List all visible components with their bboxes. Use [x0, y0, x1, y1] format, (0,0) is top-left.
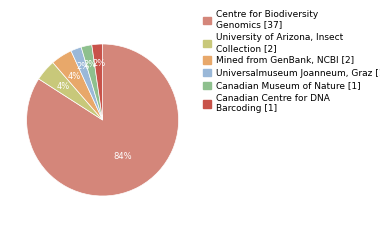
Text: 2%: 2% [92, 59, 105, 68]
Legend: Centre for Biodiversity
Genomics [37], University of Arizona, Insect
Collection : Centre for Biodiversity Genomics [37], U… [202, 9, 380, 114]
Wedge shape [27, 44, 179, 196]
Wedge shape [92, 44, 103, 120]
Text: 2%: 2% [84, 60, 97, 69]
Text: 84%: 84% [113, 152, 132, 161]
Wedge shape [71, 47, 103, 120]
Wedge shape [39, 63, 103, 120]
Text: 4%: 4% [57, 82, 70, 91]
Wedge shape [53, 51, 103, 120]
Wedge shape [81, 45, 103, 120]
Text: 2%: 2% [76, 62, 89, 71]
Text: 4%: 4% [68, 72, 81, 81]
